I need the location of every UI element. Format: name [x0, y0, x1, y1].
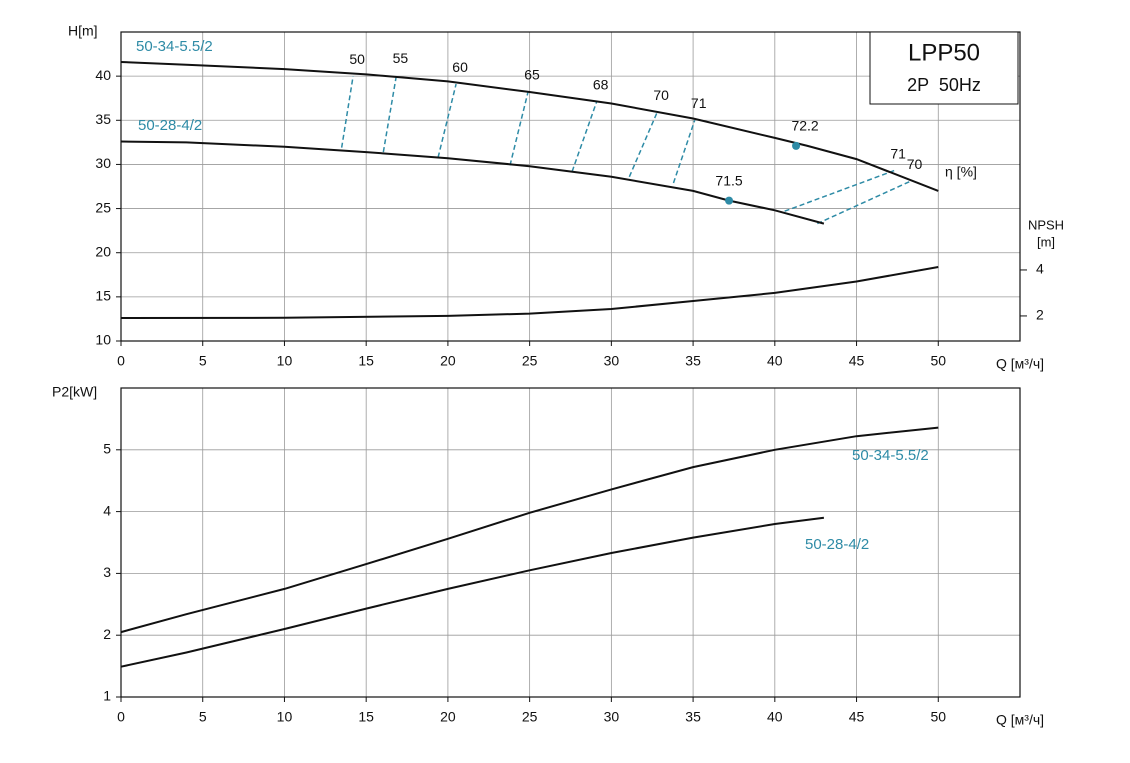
y-tick-label: 3: [103, 564, 111, 580]
y-tick-label: 35: [95, 111, 111, 127]
efficiency-line: [509, 91, 529, 166]
y2-tick-label: 2: [1036, 307, 1044, 323]
efficiency-line: [382, 75, 398, 153]
efficiency-label: 71: [691, 95, 707, 111]
efficiency-line: [571, 101, 598, 172]
x-tick-label: 35: [685, 709, 701, 725]
efficiency-line: [672, 120, 696, 184]
x-tick-label: 45: [849, 353, 865, 369]
efficiency-label: 70: [653, 87, 669, 103]
x-tick-label: 0: [117, 709, 125, 725]
y-tick-label: 1: [103, 688, 111, 704]
y-tick-label: 10: [95, 332, 111, 348]
curve-label: 50-34-5.5/2: [136, 38, 213, 55]
plot-frame: [120, 387, 1021, 698]
curve: [120, 516, 825, 668]
efficiency-label: 70: [907, 156, 923, 172]
y-axis-label: H[m]: [68, 23, 98, 39]
y-tick-label: 20: [95, 243, 111, 259]
y2-axis-unit: [m]: [1037, 234, 1055, 249]
x-tick-label: 45: [849, 709, 865, 725]
curve-label: 50-34-5.5/2: [852, 447, 929, 464]
x-tick-label: 0: [117, 353, 125, 369]
y-tick-label: 40: [95, 67, 111, 83]
y-axis-label: P2[kW]: [52, 384, 97, 400]
x-tick-label: 5: [199, 709, 207, 725]
best-point-label: 72.2: [791, 118, 818, 134]
x-tick-label: 25: [522, 709, 538, 725]
curve-label: 50-28-4/2: [138, 117, 202, 134]
y-tick-label: 4: [103, 502, 111, 518]
x-tick-label: 30: [604, 709, 620, 725]
x-axis-label: Q [м³/ч]: [996, 356, 1044, 372]
chart-title: LPP50: [908, 39, 980, 66]
x-tick-label: 20: [440, 353, 456, 369]
efficiency-label: 68: [593, 76, 609, 92]
best-point: [792, 141, 801, 150]
efficiency-label: 65: [524, 67, 540, 83]
curve: [120, 61, 939, 192]
best-point: [725, 196, 734, 205]
efficiency-line: [817, 180, 911, 225]
curve-label: 50-28-4/2: [805, 536, 869, 553]
x-tick-label: 10: [277, 353, 293, 369]
efficiency-line: [628, 112, 658, 178]
curve: [120, 426, 939, 634]
y-tick-label: 2: [103, 626, 111, 642]
efficiency-label: 50: [349, 51, 365, 67]
x-axis-label: Q [м³/ч]: [996, 712, 1044, 728]
curve: [120, 266, 939, 319]
x-tick-label: 40: [767, 709, 783, 725]
x-tick-label: 20: [440, 709, 456, 725]
efficiency-label: 71: [890, 145, 906, 161]
y-tick-label: 15: [95, 288, 111, 304]
x-tick-label: 40: [767, 353, 783, 369]
efficiency-line: [784, 169, 895, 212]
y-tick-label: 30: [95, 155, 111, 171]
efficiency-label: 60: [452, 59, 468, 75]
x-tick-label: 5: [199, 353, 207, 369]
curve: [120, 140, 825, 225]
efficiency-label: 55: [393, 50, 409, 66]
x-tick-label: 15: [358, 353, 374, 369]
x-tick-label: 50: [930, 709, 946, 725]
best-point-label: 71.5: [715, 172, 742, 188]
y-tick-label: 25: [95, 199, 111, 215]
y2-axis-label: NPSH: [1028, 217, 1064, 232]
x-tick-label: 15: [358, 709, 374, 725]
x-tick-label: 30: [604, 353, 620, 369]
x-tick-label: 35: [685, 353, 701, 369]
y2-tick-label: 4: [1036, 261, 1044, 277]
y-tick-label: 5: [103, 441, 111, 457]
efficiency-line: [437, 83, 457, 158]
x-tick-label: 50: [930, 353, 946, 369]
x-tick-label: 10: [277, 709, 293, 725]
plot-area: [121, 388, 1020, 697]
efficiency-line: [340, 76, 354, 148]
chart-subtitle: 2P 50Hz: [907, 75, 981, 95]
title-box: [869, 31, 1019, 105]
x-tick-label: 25: [522, 353, 538, 369]
efficiency-axis-label: η [%]: [945, 164, 977, 180]
plot-frame: [120, 31, 1021, 342]
